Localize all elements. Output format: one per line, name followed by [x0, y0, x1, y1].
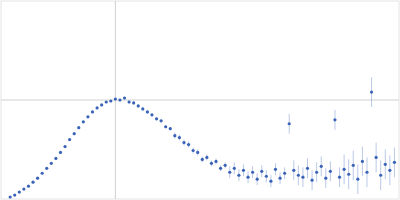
data-point [146, 110, 149, 113]
data-point [274, 168, 277, 171]
data-point [306, 167, 309, 170]
data-point [150, 113, 153, 116]
data-point [315, 171, 318, 174]
data-point [31, 181, 34, 184]
data-point [333, 118, 336, 121]
data-point [288, 122, 291, 125]
data-point [242, 169, 245, 172]
data-point [365, 171, 368, 174]
data-point [301, 176, 304, 179]
data-point [54, 157, 57, 160]
data-point [109, 99, 112, 102]
data-point [201, 158, 204, 161]
data-point [187, 143, 190, 146]
data-point [256, 178, 259, 181]
data-point [251, 171, 254, 174]
data-point [224, 164, 227, 167]
data-point [393, 161, 396, 164]
data-point [13, 193, 16, 196]
data-point [233, 167, 236, 170]
plot-area [9, 77, 396, 198]
data-point [192, 149, 195, 152]
data-point [178, 136, 181, 139]
data-point [338, 176, 341, 179]
data-point [356, 178, 359, 181]
data-point [95, 106, 98, 109]
data-point [370, 90, 373, 93]
data-point [361, 160, 364, 163]
data-point [228, 171, 231, 174]
data-point [388, 169, 391, 172]
data-point [86, 115, 89, 118]
data-point [173, 134, 176, 137]
data-point [160, 119, 163, 122]
data-point [114, 97, 117, 100]
data-point [182, 141, 185, 144]
data-point [41, 172, 44, 175]
data-point [283, 172, 286, 175]
data-point [352, 164, 355, 167]
data-point [320, 165, 323, 168]
data-point [105, 100, 108, 103]
data-point [269, 180, 272, 183]
data-point [292, 169, 295, 172]
data-point [27, 185, 30, 188]
grid [1, 1, 399, 199]
data-point [375, 156, 378, 159]
data-point [384, 163, 387, 166]
data-point [297, 174, 300, 177]
data-point [77, 126, 80, 129]
data-point [219, 167, 222, 170]
plot-frame [1, 1, 399, 199]
data-point [59, 151, 62, 154]
data-point [347, 173, 350, 176]
data-point [82, 120, 85, 123]
data-point [329, 170, 332, 173]
data-point [164, 125, 167, 128]
data-point [91, 110, 94, 113]
data-point [310, 179, 313, 182]
chart [0, 0, 400, 200]
data-point [155, 117, 158, 120]
data-point [343, 168, 346, 171]
data-point [45, 167, 48, 170]
data-point [68, 138, 71, 141]
data-point [9, 195, 12, 198]
data-point [22, 188, 25, 191]
data-point [246, 176, 249, 179]
data-point [123, 96, 126, 99]
data-point [237, 174, 240, 177]
data-point [278, 177, 281, 180]
data-point [260, 170, 263, 173]
data-point [265, 175, 268, 178]
data-point [169, 127, 172, 130]
data-point [214, 160, 217, 163]
data-point [324, 177, 327, 180]
data-point [73, 132, 76, 135]
data-point [196, 151, 199, 154]
data-point [132, 101, 135, 104]
data-point [118, 98, 121, 101]
data-point [205, 156, 208, 159]
data-point [127, 100, 130, 103]
data-point [137, 104, 140, 107]
data-point [379, 174, 382, 177]
data-point [141, 107, 144, 110]
data-point [100, 103, 103, 106]
data-point [210, 162, 213, 165]
grid-line-y [1, 100, 399, 101]
data-point [50, 162, 53, 165]
data-point [18, 190, 21, 193]
data-point [36, 177, 39, 180]
data-point [63, 145, 66, 148]
